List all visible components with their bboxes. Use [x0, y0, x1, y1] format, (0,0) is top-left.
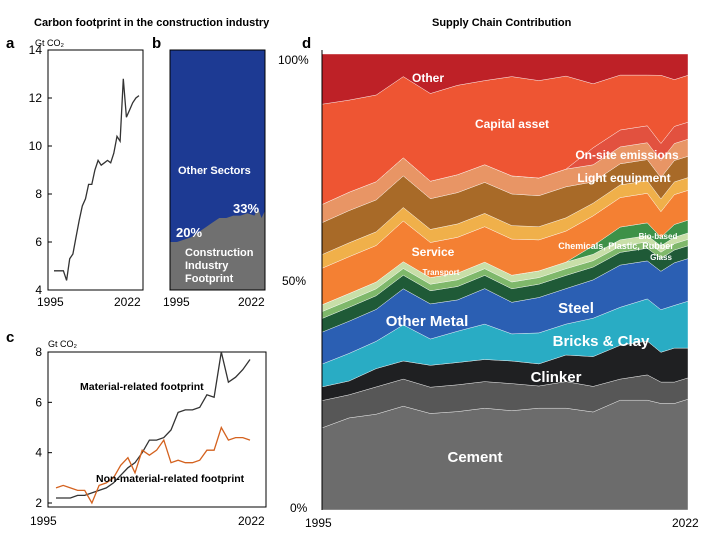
panel-b-construction-area: [170, 208, 265, 290]
label-bricks-clay: Bricks & Clay: [553, 333, 650, 350]
panel-d: d 100% 50% 0% 1995 2022 Cement Clinker B…: [278, 35, 699, 530]
panel-a: a Gt CO₂ 4 6 8 10 12 14 1995 2022: [6, 35, 144, 309]
panel-b-label: b: [152, 35, 161, 52]
panel-c-material-line: [56, 351, 251, 499]
area-cement: [321, 398, 689, 511]
panel-c-ytick-6: 6: [35, 395, 42, 409]
panel-a-label: a: [6, 35, 15, 52]
panel-b-frame: [169, 49, 266, 291]
panel-d-ytick-100: 100%: [278, 53, 309, 67]
left-figure-title: Carbon footprint in the construction ind…: [34, 17, 270, 29]
panel-b-annotation-33: 33%: [233, 201, 259, 216]
label-steel: Steel: [558, 300, 594, 317]
label-transport: Transport: [423, 268, 460, 277]
panel-a-ytick-8: 8: [35, 187, 42, 201]
panel-a-ytick-10: 10: [29, 139, 43, 153]
panel-a-ytick-4: 4: [35, 283, 42, 297]
label-other-metal: Other Metal: [386, 313, 469, 330]
panel-c-ytick-8: 8: [35, 345, 42, 359]
panel-c-frame: [47, 351, 267, 508]
label-clinker: Clinker: [531, 369, 582, 386]
panel-a-xtick-1995: 1995: [37, 295, 64, 309]
panel-d-xtick-1995: 1995: [305, 516, 332, 530]
panel-c-material-label: Material-related footprint: [80, 381, 204, 393]
label-bio-based: Bio-based: [639, 232, 678, 241]
panel-d-xtick-2022: 2022: [672, 516, 699, 530]
panel-a-ytick-14: 14: [29, 43, 43, 57]
panel-c-ytick-4: 4: [35, 446, 42, 460]
panel-a-ytick-12: 12: [29, 91, 43, 105]
panel-b: b Other Sectors 20% 33% Construction Indu…: [152, 35, 266, 309]
panel-b-xtick-2022: 2022: [238, 295, 265, 309]
panel-c-non-material-label: Non-material-related footprint: [96, 473, 245, 485]
label-bio-chemicals: Chemicals, Plastic, Rubber: [558, 241, 674, 251]
panel-a-xtick-2022: 2022: [114, 295, 141, 309]
panel-b-annotation-20: 20%: [176, 225, 202, 240]
panel-d-ytick-0: 0%: [290, 501, 308, 515]
panel-b-other-sectors-label: Other Sectors: [178, 165, 251, 177]
panel-c-ylabel: Gt CO₂: [48, 339, 78, 349]
panel-d-label: d: [302, 35, 311, 52]
panel-a-ytick-6: 6: [35, 235, 42, 249]
panel-d-ytick-50: 50%: [282, 274, 306, 288]
panel-b-construction-label: Construction Industry Footprint: [185, 247, 254, 285]
panel-a-line: [54, 78, 140, 281]
panel-c-ytick-2: 2: [35, 496, 42, 510]
label-other: Other: [412, 71, 444, 85]
panel-a-ylabel: Gt CO₂: [35, 38, 65, 48]
right-figure-title: Supply Chain Contribution: [432, 17, 572, 29]
label-bio-glass: Glass: [650, 253, 672, 262]
panel-c-non-material-line: [55, 425, 251, 505]
area-other: [321, 53, 689, 105]
panel-a-frame: [47, 49, 144, 291]
panel-c: c Gt CO₂ 2 4 6 8 Material-related footprint…: [6, 329, 267, 528]
label-light-equipment: Light equipment: [577, 171, 670, 185]
panel-c-label: c: [6, 329, 14, 346]
panel-b-xtick-1995: 1995: [163, 295, 190, 309]
label-on-site-emissions: On-site emissions: [575, 148, 679, 162]
label-service: Service: [412, 245, 455, 259]
panel-c-xtick-1995: 1995: [30, 514, 57, 528]
label-capital-asset: Capital asset: [475, 117, 549, 131]
label-cement: Cement: [447, 449, 502, 466]
panel-c-xtick-2022: 2022: [238, 514, 265, 528]
